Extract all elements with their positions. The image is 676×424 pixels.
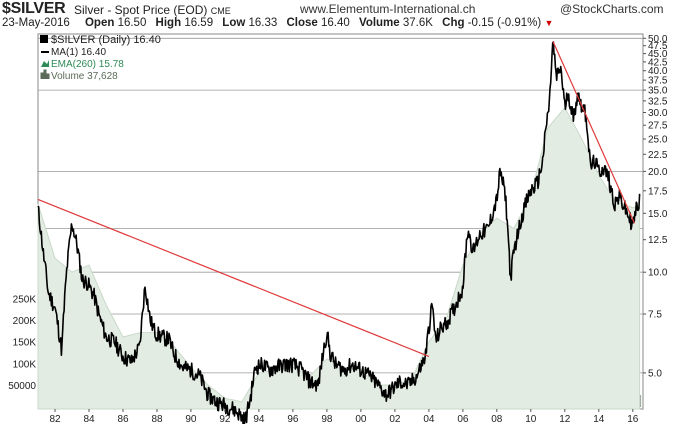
legend: $SILVER (Daily) 16.40 MA(1) 16.40 EMA(26…: [40, 34, 161, 82]
y-tick-label: 50.0: [648, 34, 668, 45]
y-tick-label: 20.0: [648, 167, 668, 178]
high-value: 16.59: [184, 17, 214, 29]
x-tick-label: 96: [287, 414, 299, 424]
x-tick-label: 86: [117, 414, 129, 424]
x-tick-label: 16: [627, 414, 639, 424]
volume-tick-label: 250K: [13, 295, 37, 306]
x-tick-label: 04: [423, 414, 435, 424]
instrument-name: Silver - Spot Price (EOD) CME: [74, 3, 231, 17]
y-tick-label: 37.5: [648, 76, 668, 87]
legend-ema-swatch: [41, 60, 49, 67]
x-tick-label: 90: [185, 414, 197, 424]
open-label: Open: [84, 17, 115, 29]
ema-area: [37, 106, 641, 410]
open-value: 16.50: [117, 17, 147, 29]
down-arrow-icon: ▼: [544, 18, 554, 28]
ticker-symbol: $SILVER: [2, 0, 66, 17]
x-tick-label: 14: [593, 414, 605, 424]
x-tick-label: 08: [491, 414, 503, 424]
y-tick-label: 25.0: [648, 135, 668, 146]
y-tick-label: 47.5: [648, 41, 668, 52]
y-tick-label: 32.5: [648, 96, 668, 107]
legend-ema: EMA(260) 15.78: [51, 59, 124, 70]
low-label: Low: [222, 17, 246, 29]
y-tick-label: 10.0: [648, 268, 668, 279]
x-tick-label: 00: [355, 414, 367, 424]
close-label: Close: [286, 17, 318, 29]
x-tick-label: 94: [253, 414, 265, 424]
volume-tick-label: 150K: [13, 338, 37, 349]
x-tick-label: 98: [321, 414, 333, 424]
low-value: 16.33: [248, 17, 278, 29]
x-tick-label: 92: [219, 414, 231, 424]
y-tick-label: 12.5: [648, 235, 668, 246]
legend-ma: MA(1) 16.40: [51, 47, 106, 58]
y-tick-label: 17.5: [648, 186, 668, 197]
legend-volume-swatch: [40, 69, 50, 79]
high-label: High: [155, 17, 182, 29]
trendline-layer: [37, 40, 636, 357]
volume-tick-label: 50000: [8, 381, 36, 392]
y-tick-label: 35.0: [648, 86, 668, 97]
y-tick-label: 30.0: [648, 108, 668, 119]
y-tick-label: 7.5: [648, 310, 662, 321]
x-tick-label: 10: [525, 414, 537, 424]
x-tick-label: 84: [83, 414, 95, 424]
chg-label: Chg: [442, 17, 465, 29]
trendline: [37, 198, 430, 357]
instrument-title: Silver - Spot Price (EOD): [74, 3, 208, 17]
y-tick-label: 5.0: [648, 368, 662, 379]
y-axis-ticks: 5.0 7.5 10.0 12.5 15.0 17.5 20.0 22.5 25.0 27.5 30…: [643, 34, 668, 379]
y-tick-label: 22.5: [648, 150, 668, 161]
volume-axis-ticks: 50000 100K 150K 200K 250K: [8, 295, 36, 392]
close-value: 16.40: [321, 17, 350, 29]
y-tick-label: 15.0: [648, 209, 668, 220]
trendline: [552, 40, 636, 224]
ema-layer: [37, 106, 641, 410]
legend-title-swatch: [40, 35, 48, 43]
brand-label[interactable]: @StockCharts.com: [560, 2, 664, 16]
watermark-text: www.Elementum-International.ch: [300, 2, 476, 16]
volume-label: Volume: [359, 17, 400, 29]
quote-row: 23-May-2016 Open 16.50 High 16.59 Low 16…: [2, 17, 553, 29]
x-tick-label: 02: [389, 414, 401, 424]
y-tick-label: 40.0: [648, 66, 668, 77]
x-tick-label: 06: [457, 414, 469, 424]
chg-value: -0.15 (-0.91%): [467, 17, 542, 29]
x-axis-ticks: 82 84 86 88 90 92 94 96 98 00 02 04 06 08 10 12 14 16: [49, 409, 639, 424]
quote-date: 23-May-2016: [2, 17, 70, 29]
volume-tick-label: 200K: [13, 316, 37, 327]
price-line: [37, 41, 641, 424]
volume-tick-label: 100K: [13, 359, 37, 370]
y-tick-label: 42.5: [648, 57, 668, 68]
x-tick-label: 12: [559, 414, 571, 424]
x-tick-label: 82: [49, 414, 61, 424]
y-tick-label: 45.0: [648, 49, 668, 60]
y-tick-label: 27.5: [648, 121, 668, 132]
legend-title: $SILVER (Daily) 16.40: [51, 34, 161, 46]
x-tick-label: 88: [151, 414, 163, 424]
exchange-label: CME: [210, 6, 231, 16]
price-layer: [37, 41, 641, 424]
volume-value: 37.6K: [402, 17, 433, 29]
legend-volume: Volume 37,628: [51, 71, 118, 82]
